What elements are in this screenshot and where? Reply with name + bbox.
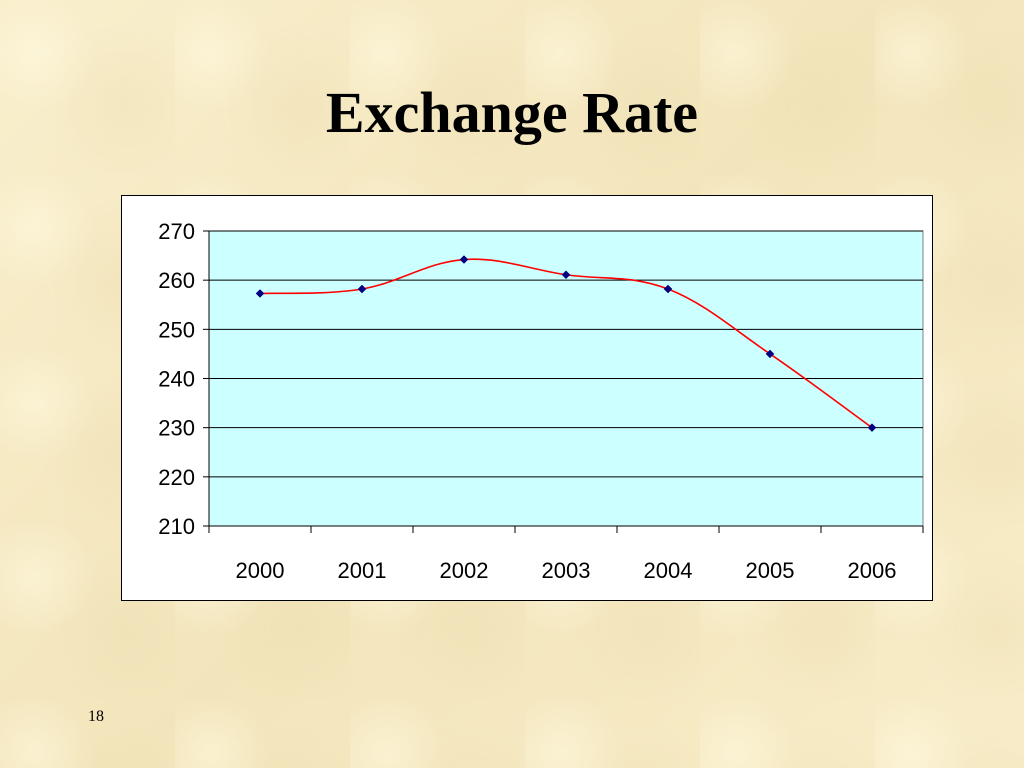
- y-tick-label: 240: [158, 367, 195, 392]
- y-tick-label: 210: [158, 514, 195, 539]
- data-point-marker: [459, 255, 469, 264]
- y-tick-label: 250: [158, 317, 195, 342]
- x-tick-label: 2000: [236, 558, 285, 583]
- y-tick-label: 260: [158, 268, 195, 293]
- y-tick-label: 220: [158, 465, 195, 490]
- x-tick-label: 2001: [338, 558, 387, 583]
- x-tick-label: 2003: [542, 558, 591, 583]
- data-point-marker: [255, 289, 265, 298]
- y-tick-label: 230: [158, 416, 195, 441]
- line-chart: 210 220 230 240 250 260 270 2000 2001 2002 2003 200…: [158, 219, 924, 583]
- x-tick-label: 2006: [848, 558, 897, 583]
- chart-frame: 210 220 230 240 250 260 270 2000 2001 2002 2003 200…: [121, 195, 933, 601]
- data-point-marker: [561, 270, 571, 280]
- x-tick-label: 2004: [644, 558, 693, 583]
- data-point-marker: [867, 423, 877, 433]
- x-tick-label: 2005: [746, 558, 795, 583]
- data-point-marker: [663, 284, 673, 294]
- data-point-marker: [357, 284, 367, 294]
- page-number: 18: [88, 708, 104, 725]
- slide-title: Exchange Rate: [325, 80, 699, 145]
- data-point-marker: [765, 349, 775, 359]
- x-tick-label: 2002: [440, 558, 489, 583]
- y-tick-label: 270: [158, 219, 195, 244]
